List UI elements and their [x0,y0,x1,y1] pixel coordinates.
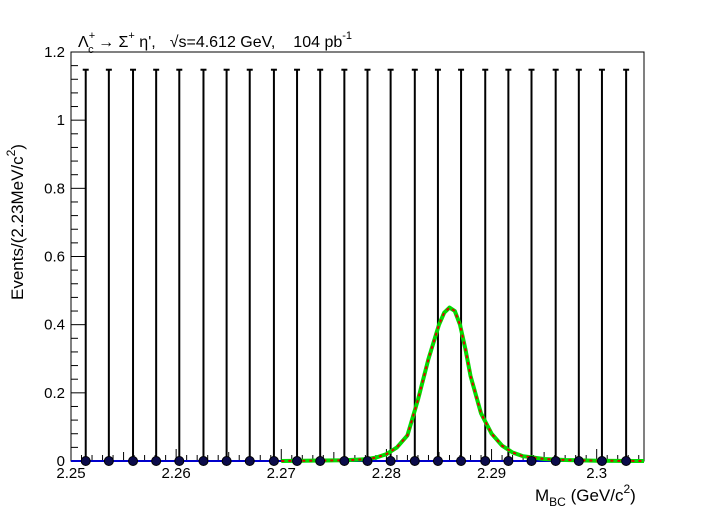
data-point [174,456,185,466]
data-point [526,456,537,466]
data-point [456,456,467,466]
y-tick-label: 0.4 [44,317,65,334]
fit-curves-group [71,305,645,463]
x-tick-label: 2.29 [477,465,506,482]
y-tick-label: 0.8 [44,180,65,197]
data-point [244,456,255,466]
axis-ticks-group: 2.25 2.26 2.27 2.28 2.29 2.3 0 0.2 0.4 0.6 0.8 1 1.2 [44,44,640,482]
data-point [292,456,303,466]
x-tick-label: 2.26 [162,465,191,482]
data-point [432,456,443,466]
y-tick-label: 1 [57,112,65,129]
data-point [339,456,350,466]
y-tick-label: 0.2 [44,385,65,402]
y-tick-label: 0.6 [44,249,65,266]
x-tick-label: 2.27 [267,465,296,482]
data-point [151,456,162,466]
data-point [362,456,373,466]
data-point [315,456,326,466]
data-point [573,456,584,466]
y-tick-label: 1.2 [44,44,65,61]
data-point [128,456,139,466]
data-point [480,456,491,466]
x-tick-label: 2.3 [586,465,607,482]
x-axis-title: MBC (GeV/c2) [535,482,636,509]
y-axis-title: Events/(2.23MeV/c2) [4,144,27,300]
data-point [80,456,91,466]
data-point [596,456,607,466]
data-point [503,456,514,466]
data-point [221,456,232,466]
data-point [385,456,396,466]
x-tick-label: 2.25 [56,465,85,482]
data-point [621,456,632,466]
data-point [268,456,279,466]
error-bars-group [82,68,630,461]
y-tick-label: 0 [57,453,65,470]
data-point [103,456,114,466]
data-point [409,456,420,466]
data-points-group [80,456,632,466]
data-point [550,456,561,466]
chart-title: Λ+ c → Σ+ η', √s=4.612 GeV, 104 pb-1 [78,30,352,56]
total-fit-curve [281,306,645,462]
x-tick-label: 2.28 [372,465,401,482]
data-point [198,456,209,466]
